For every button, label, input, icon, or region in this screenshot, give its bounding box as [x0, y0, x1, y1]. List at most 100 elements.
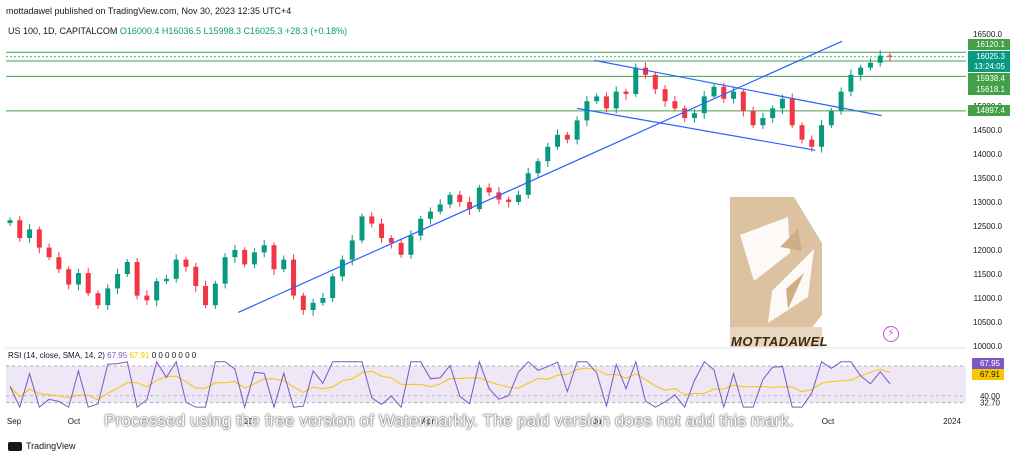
price-tick-11: 11000.0 — [974, 294, 1003, 303]
candle-body-21 — [212, 283, 218, 306]
candle-body-71 — [701, 96, 707, 114]
candle-body-17 — [173, 259, 179, 279]
trendline-0 — [238, 40, 843, 313]
candle-body-60 — [594, 96, 600, 102]
candle-body-76 — [750, 110, 756, 126]
candle-body-13 — [134, 262, 140, 296]
tradingview-logo-icon — [8, 441, 22, 451]
rsi-value: 67.95 — [107, 351, 128, 360]
candle-body-90 — [887, 55, 893, 57]
candle-body-86 — [848, 74, 854, 92]
candle-body-70 — [691, 113, 697, 118]
time-axis: Sep Oct '23 Apr Jul Oct 2024 — [7, 417, 962, 426]
trendline-2 — [577, 107, 816, 151]
candle-body-0 — [7, 220, 13, 224]
candle-body-89 — [877, 55, 883, 63]
candle-body-43 — [427, 211, 433, 219]
trendline-1 — [594, 59, 882, 117]
level-badge-1: 16025.3 — [976, 52, 1005, 61]
candle-body-73 — [721, 86, 727, 99]
price-tick-7: 13000.0 — [973, 198, 1002, 207]
candle-body-30 — [300, 295, 306, 310]
watermark-notice: Processed using the free version of Wate… — [104, 411, 794, 430]
level-badge-5: 14897.4 — [976, 106, 1005, 115]
candle-body-75 — [740, 91, 746, 111]
candle-body-44 — [437, 204, 443, 212]
candle-body-34 — [339, 259, 345, 277]
level-badge-0: 16120.1 — [976, 40, 1005, 49]
rsi-tick-2: 32.70 — [980, 399, 1001, 408]
level-badge-4: 15618.1 — [976, 85, 1005, 94]
candle-body-7 — [75, 273, 81, 285]
candle-body-41 — [408, 235, 414, 255]
level-badge-bg-1 — [968, 51, 1010, 62]
rsi-band — [6, 365, 966, 403]
candle-body-67 — [662, 89, 668, 102]
price-axis: 16500.016000.015500.015000.014500.014000… — [968, 30, 1010, 351]
candle-body-1 — [17, 220, 23, 238]
candle-body-4 — [46, 247, 52, 258]
candle-body-32 — [320, 298, 326, 303]
level-badge-bg-0 — [968, 39, 1010, 50]
time-label-3: Apr — [422, 417, 435, 426]
level-badge-bg-2 — [968, 61, 1010, 72]
rsi-sma-line — [9, 367, 891, 401]
candle-body-20 — [203, 286, 209, 306]
candle-body-26 — [261, 245, 267, 253]
candle-body-58 — [574, 120, 580, 140]
candle-body-61 — [603, 96, 609, 109]
candle-body-47 — [467, 202, 473, 210]
candle-body-23 — [232, 250, 238, 258]
candle-body-62 — [613, 91, 619, 109]
price-tick-0: 16500.0 — [973, 30, 1002, 39]
lightning-icon[interactable]: ⚡ — [883, 326, 899, 342]
trendlines — [238, 40, 882, 313]
candle-body-74 — [731, 91, 737, 99]
price-tick-9: 12000.0 — [973, 246, 1002, 255]
candle-body-82 — [809, 139, 815, 147]
level-badge-bg-3 — [968, 73, 1010, 84]
price-tick-4: 14500.0 — [973, 126, 1002, 135]
candle-body-3 — [36, 229, 42, 248]
candle-body-31 — [310, 302, 316, 310]
candle-body-46 — [457, 194, 463, 202]
time-label-2: '23 — [243, 417, 254, 426]
candle-body-69 — [682, 108, 688, 118]
time-label-6: 2024 — [943, 417, 961, 426]
candle-body-48 — [476, 187, 482, 210]
candle-body-79 — [779, 98, 785, 109]
candlesticks — [7, 50, 893, 316]
candle-body-14 — [144, 295, 150, 301]
candle-body-8 — [85, 273, 91, 294]
candle-body-38 — [379, 223, 385, 238]
level-badge-bg-5 — [968, 105, 1010, 116]
rsi-badge-0: 67.95 — [980, 359, 1001, 368]
symbol-label: US 100, 1D, CAPITALCOM — [8, 26, 118, 36]
candle-body-24 — [242, 250, 248, 265]
candle-body-49 — [486, 187, 492, 193]
candle-body-12 — [124, 262, 130, 274]
rsi-badge-bg-0 — [972, 358, 1004, 369]
candle-body-77 — [760, 118, 766, 126]
candle-body-72 — [711, 86, 717, 97]
candle-body-29 — [291, 259, 297, 296]
candle-body-28 — [281, 259, 287, 270]
published-by-header: mottadawel published on TradingView.com,… — [6, 6, 292, 16]
time-label-5: Oct — [822, 417, 835, 426]
candle-body-65 — [643, 67, 649, 75]
candle-body-36 — [359, 216, 365, 241]
level-badge-bg-4 — [968, 84, 1010, 95]
candle-body-66 — [652, 74, 658, 90]
candle-body-15 — [154, 281, 160, 301]
candle-body-40 — [398, 242, 404, 255]
rsi-legend: RSI (14, close, SMA, 14, 2) 67.95 67.91 … — [8, 351, 196, 360]
rsi-tick-1: 40.00 — [980, 392, 1001, 401]
price-tick-8: 12500.0 — [973, 222, 1002, 231]
tradingview-brand[interactable]: TradingView — [8, 441, 76, 451]
candle-body-5 — [56, 257, 62, 270]
candle-body-59 — [584, 101, 590, 121]
candle-body-19 — [193, 266, 199, 286]
candle-body-56 — [555, 134, 561, 147]
candle-body-53 — [525, 173, 531, 195]
